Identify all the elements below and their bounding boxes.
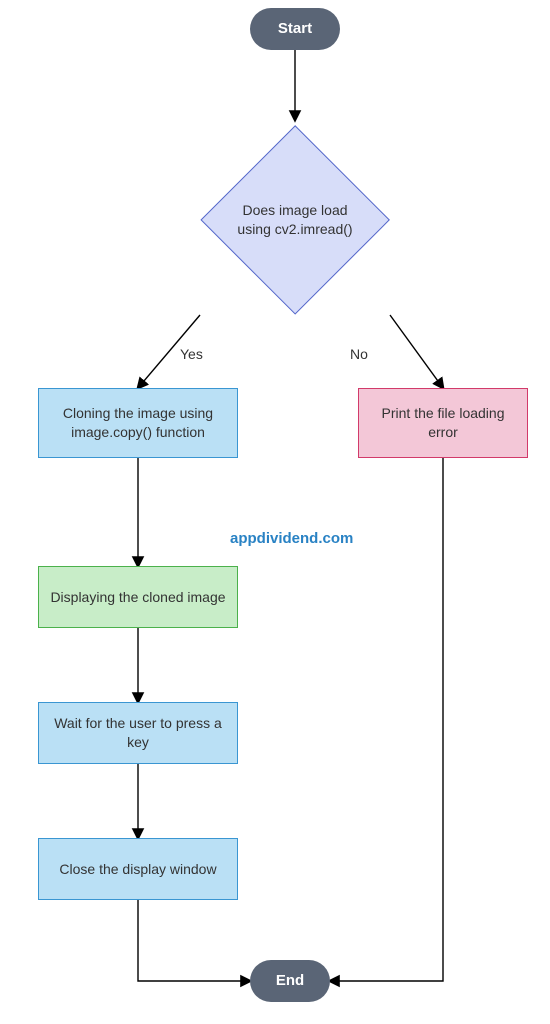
- end-terminator: End: [250, 960, 330, 1002]
- close-process: Close the display window: [38, 838, 238, 900]
- no-text: No: [350, 346, 368, 362]
- edge-label-yes: Yes: [180, 346, 203, 362]
- edge-decision_right-error_top: [390, 315, 443, 388]
- end-label: End: [276, 971, 304, 991]
- start-label: Start: [278, 19, 312, 39]
- decision-node: Does image load using cv2.imread(): [200, 125, 390, 315]
- edge-label-no: No: [350, 346, 368, 362]
- clone-process: Cloning the image using image.copy() fun…: [38, 388, 238, 458]
- start-terminator: Start: [250, 8, 340, 50]
- decision-text: Does image load using cv2.imread(): [231, 201, 359, 239]
- wait-process: Wait for the user to press a key: [38, 702, 238, 764]
- close-label: Close the display window: [59, 860, 216, 879]
- yes-text: Yes: [180, 346, 203, 362]
- display-process: Displaying the cloned image: [38, 566, 238, 628]
- error-label: Print the file loading error: [369, 404, 517, 442]
- error-process: Print the file loading error: [358, 388, 528, 458]
- watermark-text: appdividend.com: [230, 530, 353, 547]
- wait-label: Wait for the user to press a key: [49, 714, 227, 752]
- display-label: Displaying the cloned image: [50, 588, 225, 607]
- decision-label: Does image load using cv2.imread(): [223, 186, 367, 254]
- edge-close_bottom-end_left: [138, 900, 250, 981]
- watermark: appdividend.com: [230, 530, 353, 547]
- clone-label: Cloning the image using image.copy() fun…: [49, 404, 227, 442]
